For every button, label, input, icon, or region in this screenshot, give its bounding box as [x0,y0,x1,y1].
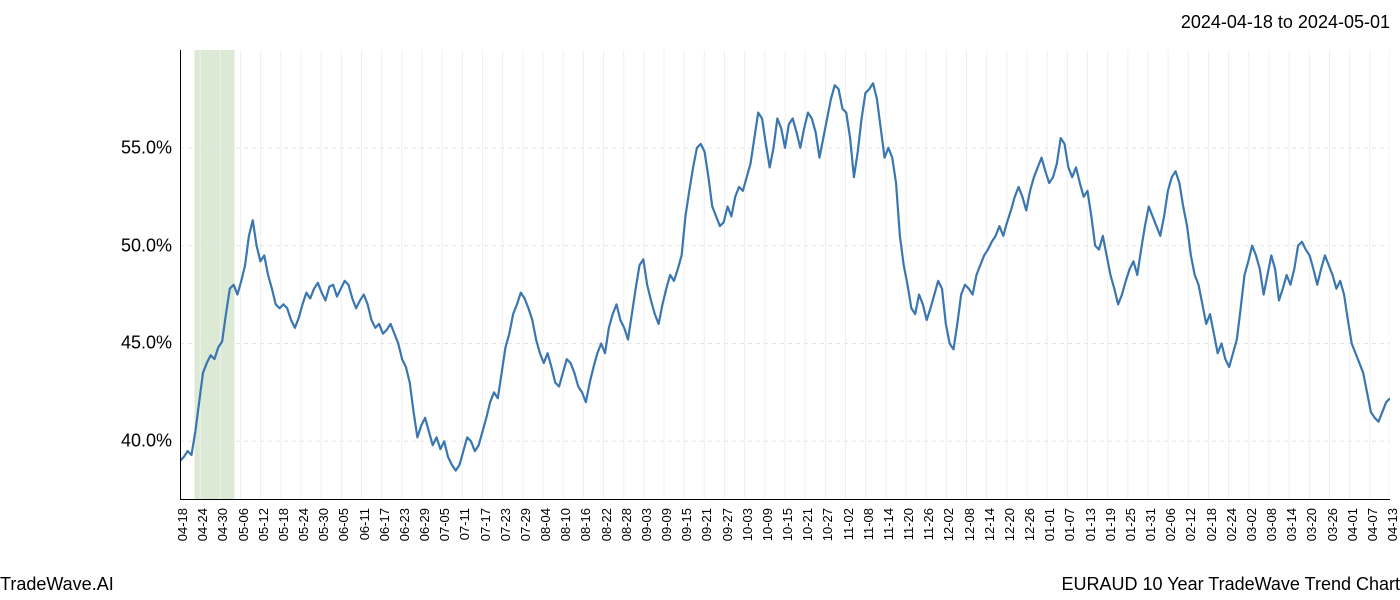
x-tick-label: 02-24 [1224,508,1239,541]
date-range-label: 2024-04-18 to 2024-05-01 [1181,12,1390,33]
x-tick-label: 05-12 [256,508,271,541]
x-tick-label: 04-01 [1345,508,1360,541]
x-tick-label: 12-02 [941,508,956,541]
x-tick-label: 08-16 [578,508,593,541]
x-tick-label: 03-14 [1284,508,1299,541]
x-tick-label: 02-06 [1163,508,1178,541]
x-tick-label: 09-09 [659,508,674,541]
x-tick-label: 03-02 [1244,508,1259,541]
x-tick-label: 01-01 [1042,508,1057,541]
x-tick-label: 11-14 [881,508,896,540]
x-tick-label: 07-29 [518,508,533,541]
x-tick-label: 03-26 [1325,508,1340,541]
x-tick-label: 09-27 [720,508,735,541]
x-tick-label: 05-30 [316,508,331,541]
x-tick-label: 06-29 [417,508,432,541]
x-tick-label: 06-17 [377,508,392,541]
x-tick-label: 07-11 [457,508,472,540]
x-tick-label: 10-03 [740,508,755,541]
x-tick-label: 12-20 [1002,508,1017,541]
x-tick-label: 09-03 [639,508,654,541]
x-tick-label: 05-06 [236,508,251,541]
x-tick-label: 06-11 [357,508,372,540]
x-tick-label: 04-30 [215,508,230,541]
plot-border [180,50,1390,500]
x-tick-label: 11-02 [841,508,856,540]
x-tick-label: 12-08 [962,508,977,541]
x-tick-label: 05-18 [276,508,291,541]
x-tick-label: 09-15 [679,508,694,541]
x-tick-label: 06-23 [397,508,412,541]
y-tick-label: 50.0% [121,235,172,256]
x-tick-label: 11-26 [921,508,936,540]
y-tick-label: 55.0% [121,137,172,158]
x-tick-label: 01-07 [1062,508,1077,541]
x-tick-label: 09-21 [699,508,714,541]
x-tick-label: 07-23 [498,508,513,541]
x-tick-label: 08-04 [538,508,553,541]
y-tick-label: 45.0% [121,333,172,354]
x-tick-label: 01-25 [1123,508,1138,541]
chart-container [180,50,1390,500]
x-tick-label: 01-13 [1083,508,1098,541]
x-tick-label: 12-14 [982,508,997,541]
y-tick-label: 40.0% [121,431,172,452]
x-tick-label: 08-10 [558,508,573,541]
x-tick-label: 02-12 [1183,508,1198,541]
x-tick-label: 10-09 [760,508,775,541]
x-tick-label: 10-27 [820,508,835,541]
x-tick-label: 02-18 [1204,508,1219,541]
x-tick-label: 10-21 [800,508,815,541]
x-tick-label: 04-13 [1385,508,1400,541]
x-tick-label: 01-19 [1103,508,1118,541]
x-tick-label: 07-05 [437,508,452,541]
x-tick-label: 04-18 [175,508,190,541]
x-tick-label: 08-28 [619,508,634,541]
x-tick-label: 06-05 [336,508,351,541]
brand-label: TradeWave.AI [0,574,114,595]
x-tick-label: 04-24 [195,508,210,541]
x-tick-label: 08-22 [599,508,614,541]
chart-title: EURAUD 10 Year TradeWave Trend Chart [1062,574,1400,595]
x-tick-label: 10-15 [780,508,795,541]
x-tick-label: 12-26 [1022,508,1037,541]
x-tick-label: 11-08 [861,508,876,540]
x-tick-label: 07-17 [478,508,493,541]
x-tick-label: 03-08 [1264,508,1279,541]
x-tick-label: 04-07 [1365,508,1380,541]
x-tick-label: 01-31 [1143,508,1158,541]
x-tick-label: 11-20 [901,508,916,540]
x-tick-label: 05-24 [296,508,311,541]
x-tick-label: 03-20 [1304,508,1319,541]
